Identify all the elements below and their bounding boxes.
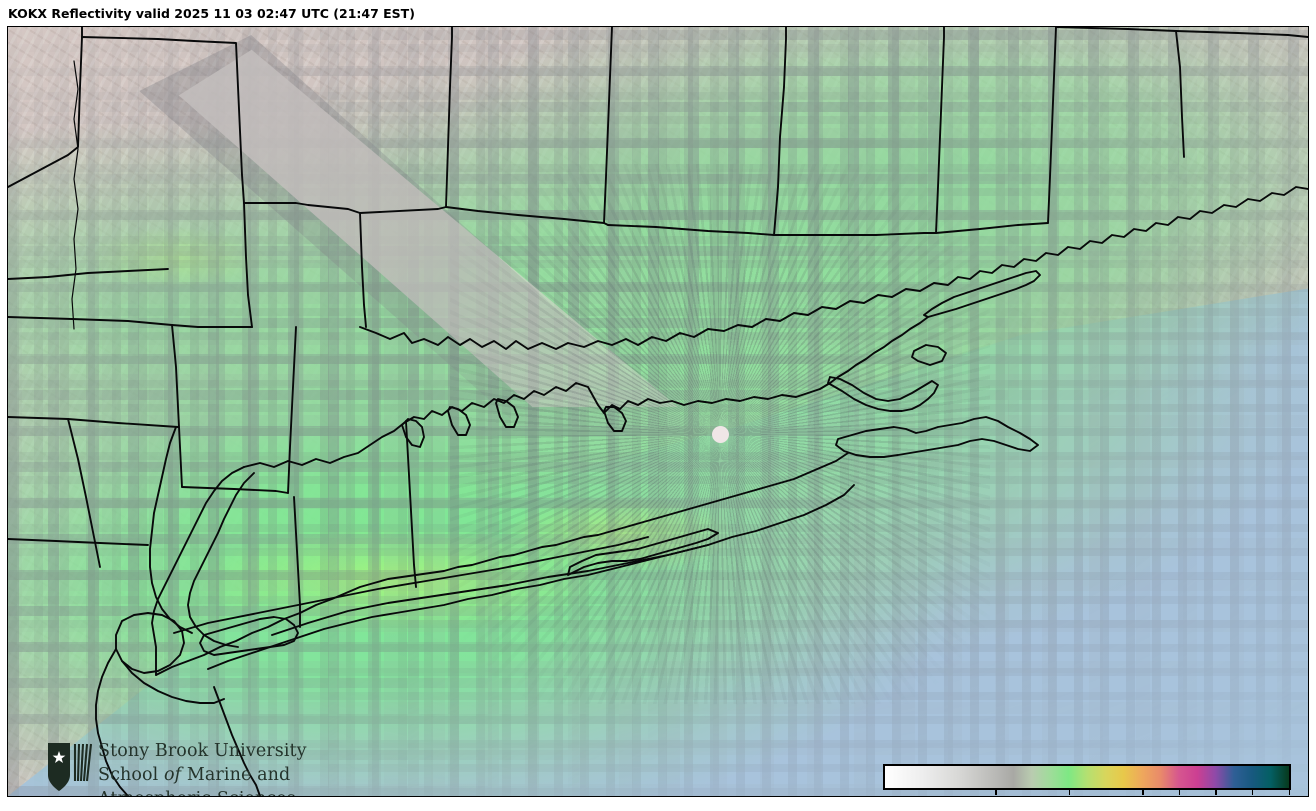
colorbar-tick-0: [995, 790, 997, 795]
title-bar: KOKX Reflectivity valid 2025 11 03 02:47…: [8, 4, 1308, 24]
colorbar-tick-50: [1178, 790, 1181, 795]
sbu-logo-line-2-pre: School: [98, 765, 164, 785]
colorbar-tick-80: [1288, 790, 1291, 795]
colorbar-label-0: 0: [991, 795, 1000, 796]
sbu-shield-icon: [48, 743, 92, 791]
colorbar-ticks: [883, 790, 1291, 796]
colorbar-tick-20: [1068, 790, 1071, 795]
colorbar-gradient-frame: [883, 764, 1291, 790]
colorbar-tick-40: [1141, 790, 1144, 795]
colorbar-label-70: 70: [1243, 795, 1261, 796]
sbu-logo-text: Stony Brook University School of Marine …: [98, 739, 318, 796]
colorbar-label-60: 60: [1206, 795, 1224, 796]
colorbar-label-20: 20: [1059, 795, 1077, 796]
page-title: KOKX Reflectivity valid 2025 11 03 02:47…: [8, 6, 415, 21]
colorbar-label-40: 40: [1133, 795, 1151, 796]
map-tint-overlay: [8, 27, 1308, 796]
colorbar-gradient: [885, 766, 1289, 788]
sbu-logo-line-2: School of Marine and: [98, 763, 318, 787]
colorbar-tick-70: [1251, 790, 1254, 795]
colorbar-label-80: 80: [1279, 795, 1297, 796]
radar-site-marker[interactable]: [711, 425, 729, 443]
colorbar-tick-60: [1215, 790, 1217, 795]
sbu-logo: Stony Brook University School of Marine …: [46, 739, 316, 796]
colorbar-label-50: 50: [1169, 795, 1187, 796]
sbu-logo-line-3: Atmospheric Sciences: [98, 787, 318, 796]
radar-map-frame[interactable]: Stony Brook University School of Marine …: [7, 26, 1309, 797]
colorbar: 0 20 40 50 60 70 80: [876, 757, 1298, 796]
sbu-logo-line-1: Stony Brook University: [98, 741, 307, 761]
sbu-logo-line-2-post: Marine and: [181, 765, 291, 785]
colorbar-tick-labels: 0 20 40 50 60 70 80: [876, 795, 1298, 796]
sbu-logo-line-2-em: of: [164, 765, 182, 785]
radar-map-canvas[interactable]: Stony Brook University School of Marine …: [8, 27, 1308, 796]
